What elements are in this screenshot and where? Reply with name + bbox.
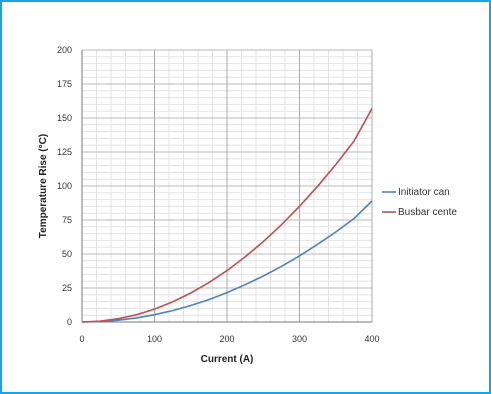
legend-label-1: Initiator can (398, 187, 450, 198)
y-tick-label: 200 (57, 45, 72, 55)
x-tick-label: 100 (147, 334, 162, 344)
series-line-2 (81, 108, 373, 323)
x-tick-label: 300 (292, 334, 307, 344)
axes (81, 50, 372, 323)
y-tick-label: 125 (57, 147, 72, 157)
y-tick-label: 25 (62, 283, 72, 293)
grid (82, 49, 373, 322)
y-tick-label: 100 (57, 181, 72, 191)
x-tick-label: 200 (219, 334, 234, 344)
tick-labels: 0 25 50 75 100 125 150 175 200 0 100 200 300 400 (57, 45, 380, 344)
series-line-1 (81, 200, 373, 323)
y-tick-label: 0 (67, 317, 72, 327)
legend-label-2: Busbar cente (398, 207, 457, 218)
y-tick-label: 75 (62, 215, 72, 225)
y-axis-label: Temperature Rise (°C) (38, 134, 49, 238)
legend: Initiator can Busbar cente (382, 187, 457, 218)
y-tick-label: 175 (57, 79, 72, 89)
x-tick-label: 0 (79, 334, 84, 344)
y-tick-label: 150 (57, 113, 72, 123)
series-lines (81, 108, 373, 323)
y-tick-label: 50 (62, 249, 72, 259)
x-axis-label: Current (A) (201, 354, 254, 365)
x-tick-label: 400 (364, 334, 379, 344)
